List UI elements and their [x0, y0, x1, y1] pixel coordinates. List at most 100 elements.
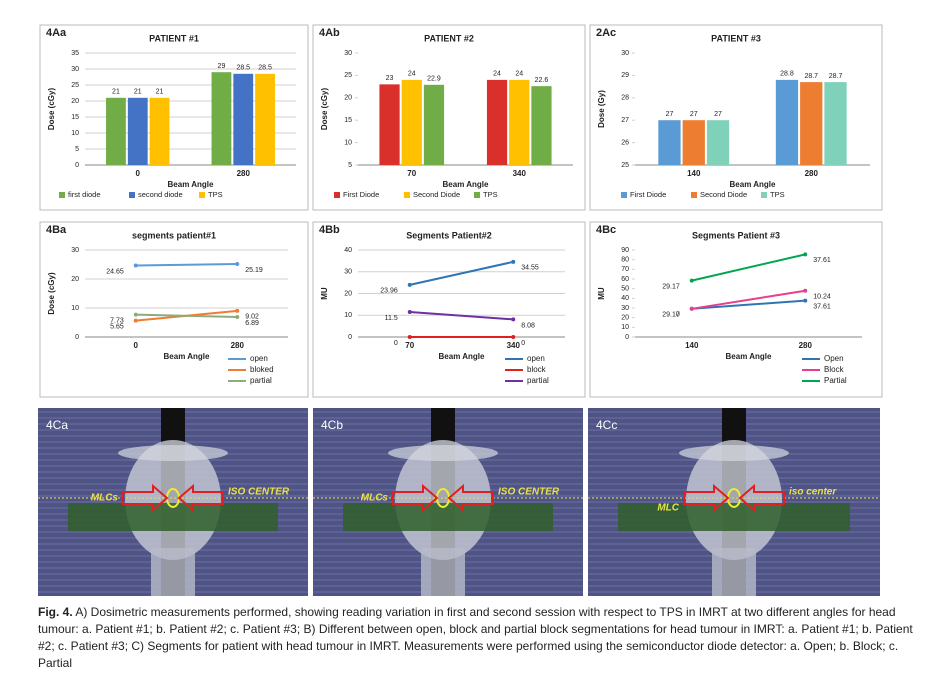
bar — [682, 120, 705, 165]
data-label: 29.17 — [662, 283, 680, 290]
y-tick-label: 30 — [71, 247, 79, 254]
y-tick-label: 10 — [344, 312, 352, 319]
point — [803, 252, 808, 257]
x-tick-label: 140 — [687, 169, 701, 178]
panel-frame — [589, 24, 883, 211]
legend-swatch — [129, 192, 135, 198]
legend-label: TPS — [483, 190, 498, 199]
annotation: ISO CENTER — [498, 487, 560, 498]
x-tick-label: 280 — [231, 341, 245, 350]
legend-swatch — [691, 192, 697, 198]
panel-label: 4Ab — [319, 27, 340, 39]
panel-label: 2Ac — [596, 27, 616, 39]
legend-label: block — [527, 365, 547, 374]
y-tick-label: 10 — [621, 324, 629, 331]
y-tick-label: 60 — [621, 276, 629, 283]
annotation: ISO CENTER — [228, 487, 290, 498]
y-tick-label: 70 — [621, 266, 629, 273]
legend-swatch — [404, 192, 410, 198]
bar — [127, 97, 148, 165]
annotation: MLC — [657, 503, 679, 514]
image-label: 4Cc — [596, 418, 617, 432]
data-label: 28.5 — [236, 65, 250, 72]
y-tick-label: 50 — [621, 286, 629, 293]
point — [511, 317, 516, 322]
data-label: 22.6 — [535, 77, 549, 84]
y-tick-label: 20 — [71, 98, 79, 105]
annotation: MLCs — [361, 493, 389, 504]
caption: Fig. 4. A) Dosimetric measurements perfo… — [38, 604, 918, 672]
x-tick-label: 70 — [405, 341, 414, 350]
panel-frame — [39, 221, 309, 398]
y-tick-label: 5 — [348, 162, 352, 169]
data-label: 7.73 — [110, 317, 124, 324]
y-axis-title: Dose (cGy) — [47, 272, 56, 315]
figure: 4Aa PATIENT #1 Dose (cGy) 0 5 10 15 20 25 30 35 0 28… — [38, 24, 883, 596]
y-tick-label: 0 — [348, 334, 352, 341]
y-tick-label: 27 — [621, 117, 629, 124]
y-tick-label: 15 — [344, 117, 352, 124]
legend-label: Block — [824, 365, 845, 374]
x-tick-label: 70 — [407, 169, 416, 178]
data-label: 6.89 — [245, 320, 259, 327]
x-axis-title: Beam Angle — [164, 352, 210, 361]
y-tick-label: 0 — [75, 162, 79, 169]
chart-title: PATIENT #3 — [711, 33, 761, 43]
data-label: 27 — [690, 111, 698, 118]
y-axis-title: Dose (Gy) — [597, 90, 606, 128]
series-line — [135, 313, 238, 319]
y-axis-title: MU — [320, 287, 329, 300]
arrow — [392, 483, 439, 513]
data-label: 9.02 — [245, 314, 259, 321]
data-label: 29 — [218, 63, 226, 70]
y-tick-label: 28 — [621, 95, 629, 102]
caption-label: Fig. 4. — [38, 605, 73, 619]
y-axis-title: Dose (cGy) — [47, 88, 56, 131]
data-label: 23 — [386, 75, 394, 82]
panel-label: 4Ba — [46, 224, 67, 236]
y-tick-label: 80 — [621, 257, 629, 264]
chart-title: Segments Patient #3 — [692, 230, 780, 240]
x-axis-title: Beam Angle — [443, 180, 489, 189]
point — [407, 309, 412, 314]
x-tick-label: 140 — [685, 341, 699, 350]
arrow — [683, 483, 730, 513]
panel-label: 4Bc — [596, 224, 616, 236]
chart-title: Segments Patient#2 — [406, 230, 492, 240]
bar — [149, 97, 170, 165]
point — [407, 335, 412, 339]
bar — [658, 120, 681, 165]
point — [511, 335, 516, 339]
series-line — [409, 260, 514, 286]
y-tick-label: 40 — [621, 295, 629, 302]
y-tick-label: 10 — [344, 139, 352, 146]
bar — [423, 84, 445, 165]
data-label: 0 — [676, 312, 680, 319]
hat — [118, 445, 228, 461]
data-label: 28.7 — [829, 73, 843, 80]
panel-label: 4Bb — [319, 224, 340, 236]
x-tick-label: 340 — [513, 169, 527, 178]
x-axis-title: Beam Angle — [439, 352, 485, 361]
y-tick-label: 5 — [75, 146, 79, 153]
legend-label: bloked — [250, 365, 274, 374]
y-tick-label: 0 — [75, 334, 79, 341]
legend-label: First Diode — [343, 190, 379, 199]
point — [235, 315, 240, 320]
point — [689, 278, 694, 283]
annotation: iso center — [789, 487, 837, 498]
y-tick-label: 10 — [71, 305, 79, 312]
y-tick-label: 25 — [71, 82, 79, 89]
y-axis-title: MU — [597, 287, 606, 300]
data-label: 21 — [156, 89, 164, 96]
y-tick-label: 30 — [621, 50, 629, 57]
y-tick-label: 20 — [621, 315, 629, 322]
legend-label: first diode — [68, 190, 101, 199]
legend-swatch — [621, 192, 627, 198]
y-tick-label: 10 — [71, 130, 79, 137]
y-tick-label: 0 — [625, 334, 629, 341]
annotation: MLCs — [91, 493, 119, 504]
bar — [211, 72, 232, 165]
bar — [775, 79, 799, 165]
y-tick-label: 35 — [71, 50, 79, 57]
